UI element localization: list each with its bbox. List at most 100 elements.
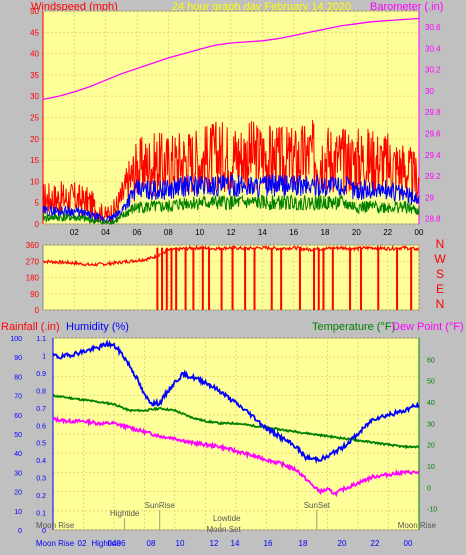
barometer-line (42, 17, 420, 101)
windspeed-tick-label: 50 (30, 7, 39, 16)
temperature-line (52, 393, 420, 450)
event-label: Moon Set (206, 525, 241, 534)
event-label: Hightide (110, 509, 140, 518)
wind-low-line (42, 193, 420, 226)
barometer-tick-label: 30.6 (425, 23, 441, 32)
barometer-tick-label: 29.6 (425, 129, 441, 138)
temperature-axis-title: Temperature (°F) (312, 321, 396, 333)
p1-xtick-label: 10 (195, 228, 204, 237)
barometer-tick-label: 28.8 (425, 215, 441, 224)
rainfall-tick-label: 0.2 (36, 493, 46, 500)
bottom-axis-label: 00 (404, 539, 413, 548)
wind-direction-tick-label: 180 (26, 274, 40, 283)
bottom-axis-label: 16 (264, 539, 273, 548)
bottom-axis-label: 06 (117, 539, 126, 548)
humidity-tick-label: 100 (10, 336, 22, 343)
rainfall-tick-label: 0 (42, 528, 46, 535)
compass-label: N (436, 297, 445, 311)
bottom-axis-label: 10 (176, 539, 185, 548)
humidity-line (52, 339, 420, 464)
humidity-axis-title: Humidity (%) (66, 321, 129, 333)
temperature-tick-label: 10 (427, 464, 435, 471)
barometer-tick-label: 30 (425, 87, 434, 96)
compass-label: E (436, 282, 444, 296)
humidity-tick-label: 30 (14, 470, 22, 477)
bottom-axis-label: 14 (231, 539, 240, 548)
p1-xtick-label: 18 (321, 228, 330, 237)
bottom-axis-label: Hightide (91, 539, 121, 548)
rainfall-tick-label: 0.5 (36, 441, 46, 448)
barometer-axis-title: Barometer (.in) (370, 1, 444, 13)
bottom-axis-label: 04 (108, 539, 117, 548)
bottom-axis-label: 12 (210, 539, 219, 548)
dew-point-line (52, 415, 420, 498)
bottom-axis-label: 18 (299, 539, 308, 548)
humidity-tick-label: 40 (14, 451, 22, 458)
p1-xtick-label: 12 (227, 228, 236, 237)
windspeed-tick-label: 20 (30, 135, 39, 144)
wind-direction-line (42, 244, 419, 267)
wind-direction-tick-label: 90 (30, 290, 39, 299)
temperature-tick-label: 0 (427, 485, 431, 492)
barometer-tick-label: 29 (425, 193, 434, 202)
windspeed-tick-label: 15 (30, 156, 39, 165)
humidity-tick-label: 0 (18, 528, 22, 535)
rainfall-tick-label: 1.1 (36, 336, 46, 343)
rainfall-tick-label: 1 (42, 353, 46, 360)
wind-direction-tick-label: 360 (26, 241, 40, 250)
humidity-tick-label: 50 (14, 432, 22, 439)
windspeed-tick-label: 10 (30, 177, 39, 186)
wind-direction-tick-label: 0 (35, 306, 40, 315)
wind-barometer-panel: 0 5 10 15 20 25 30 35 40 45 50 28.8 29 29.2 29.4 29.6 29… (30, 7, 441, 237)
temperature-tick-label: 40 (427, 400, 435, 407)
windspeed-tick-label: 5 (35, 199, 40, 208)
windspeed-tick-label: 35 (30, 71, 39, 80)
rainfall-tick-label: 0.9 (36, 371, 46, 378)
barometer-tick-label: 30.4 (425, 44, 441, 53)
barometer-tick-label: 29.4 (425, 151, 441, 160)
bottom-axis-label: 08 (147, 539, 156, 548)
temperature-tick-label: -10 (427, 507, 437, 514)
p1-xtick-label: 14 (258, 228, 267, 237)
rainfall-tick-label: 0.7 (36, 406, 46, 413)
windspeed-tick-label: 40 (30, 50, 39, 59)
p1-xtick-label: 08 (164, 228, 173, 237)
humidity-tick-label: 80 (14, 374, 22, 381)
windspeed-tick-label: 0 (35, 220, 40, 229)
humidity-tick-label: 60 (14, 413, 22, 420)
windspeed-tick-label: 25 (30, 114, 39, 123)
compass-label: N (436, 237, 445, 251)
temperature-tick-label: 60 (427, 357, 435, 364)
temperature-tick-label: 30 (427, 421, 435, 428)
barometer-tick-label: 29.2 (425, 172, 441, 181)
compass-label: S (436, 267, 444, 281)
humidity-tick-label: 90 (14, 355, 22, 362)
p1-xtick-label: 20 (352, 228, 361, 237)
event-label: SunRise (145, 501, 176, 510)
event-label: Moon Rise (36, 521, 75, 530)
rainfall-tick-label: 0.1 (36, 511, 46, 518)
p1-xtick-label: 00 (415, 228, 424, 237)
event-label: SunSet (304, 501, 331, 510)
bottom-axis-label: 20 (338, 539, 347, 548)
p1-xtick-label: 06 (133, 228, 142, 237)
barometer-tick-label: 30.2 (425, 66, 441, 75)
rainfall-tick-label: 0.3 (36, 476, 46, 483)
rainfall-tick-label: 0.8 (36, 388, 46, 395)
bottom-axis-label: 22 (371, 539, 380, 548)
rainfall-tick-label: 0.4 (36, 458, 46, 465)
windspeed-tick-label: 45 (30, 28, 39, 37)
temperature-tick-label: 20 (427, 443, 435, 450)
rainfall-tick-label: 0.6 (36, 423, 46, 430)
rainfall-axis-title: Rainfall (.in) (1, 321, 60, 333)
p1-xtick-label: 16 (289, 228, 298, 237)
p1-xtick-label: 22 (383, 228, 392, 237)
dewpoint-axis-title: Dew Point (°F) (392, 321, 464, 333)
wind-direction-tick-label: 270 (26, 257, 40, 266)
temp-humidity-panel: 010203040506070809010000.10.20.30.40.50.… (10, 336, 437, 548)
p1-xtick-label: 02 (70, 228, 79, 237)
event-label: Moon Rise (398, 521, 437, 530)
humidity-tick-label: 20 (14, 490, 22, 497)
